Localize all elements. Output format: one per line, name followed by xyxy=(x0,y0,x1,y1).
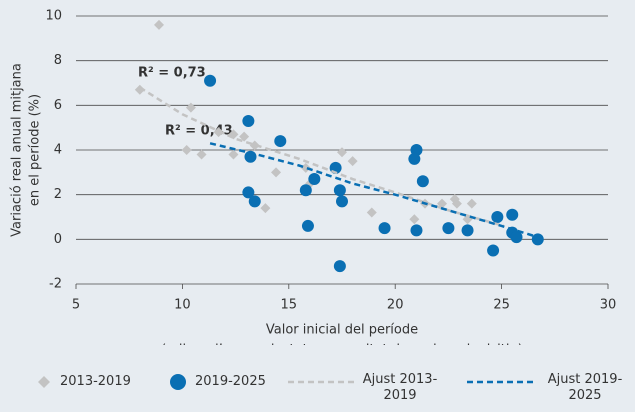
legend-label: Ajust 2019-2025 xyxy=(547,372,623,403)
point xyxy=(366,207,377,218)
point xyxy=(337,147,347,158)
point xyxy=(204,74,217,87)
point xyxy=(347,156,358,167)
point xyxy=(228,149,239,160)
point xyxy=(416,175,429,188)
legend-label: 2019-2025 xyxy=(195,374,266,389)
point xyxy=(299,184,312,197)
series xyxy=(209,142,539,239)
series xyxy=(139,86,505,228)
annotation: R² = 0,43 xyxy=(165,124,233,139)
legend-marker xyxy=(170,374,186,390)
point xyxy=(506,208,519,221)
y-axis-label: Variació real anual mitjana xyxy=(10,63,25,237)
legend-icon xyxy=(170,374,186,390)
point xyxy=(487,244,500,257)
point xyxy=(271,167,282,178)
point xyxy=(242,114,255,127)
point xyxy=(301,219,314,232)
point xyxy=(242,186,255,199)
legend-marker xyxy=(38,376,50,388)
legend-label: Ajust 2013-2019 xyxy=(362,372,438,403)
y-tick-label: -2 xyxy=(49,277,62,292)
x-tick-label: 25 xyxy=(493,298,510,313)
y-tick-label: 8 xyxy=(54,53,62,68)
x-tick-label: 30 xyxy=(600,298,617,313)
point xyxy=(196,149,207,160)
x-tick-label: 5 xyxy=(72,298,80,313)
legend-icon xyxy=(288,380,356,384)
trend-line xyxy=(209,142,539,239)
y-tick-label: 10 xyxy=(45,9,62,24)
x-axis-label: Valor inicial del període xyxy=(266,323,418,338)
point xyxy=(153,19,164,30)
y-tick-label: 6 xyxy=(54,98,62,113)
point xyxy=(336,195,348,208)
point xyxy=(260,203,271,214)
point xyxy=(308,173,321,186)
point xyxy=(409,214,420,225)
point xyxy=(451,198,462,209)
series xyxy=(134,19,477,225)
point xyxy=(300,162,311,173)
y-axis-label: en el període (%) xyxy=(28,94,43,206)
x-axis-label: (milers d’euros ajustats per paritat de … xyxy=(161,343,523,346)
legend-icon xyxy=(38,376,50,388)
series xyxy=(204,74,544,273)
point xyxy=(134,84,145,95)
point xyxy=(510,231,523,244)
legend-icon xyxy=(467,380,535,384)
trend-line xyxy=(139,86,505,228)
x-tick-label: 10 xyxy=(174,298,191,313)
point xyxy=(248,195,261,208)
y-tick-label: 2 xyxy=(54,187,62,202)
point xyxy=(333,184,346,197)
x-tick-label: 15 xyxy=(281,298,298,313)
point xyxy=(249,140,260,151)
point xyxy=(410,224,423,237)
annotation: R² = 0,73 xyxy=(138,66,206,81)
y-tick-label: 4 xyxy=(54,143,62,158)
point xyxy=(461,224,474,237)
point xyxy=(333,260,346,273)
point xyxy=(378,222,391,235)
point xyxy=(185,102,196,113)
point xyxy=(239,131,250,142)
y-tick-label: 0 xyxy=(54,232,62,247)
point xyxy=(408,152,421,165)
point xyxy=(466,198,477,209)
point xyxy=(181,145,192,155)
x-tick-label: 20 xyxy=(387,298,404,313)
point xyxy=(274,135,287,148)
point xyxy=(531,233,544,246)
point xyxy=(491,211,504,223)
legend-label: 2013-2019 xyxy=(60,374,131,389)
point xyxy=(442,222,455,235)
chart: -2 0 2 4 6 8 10 5 10 15 20 25 30 Valor inicial del pe… xyxy=(10,9,617,358)
